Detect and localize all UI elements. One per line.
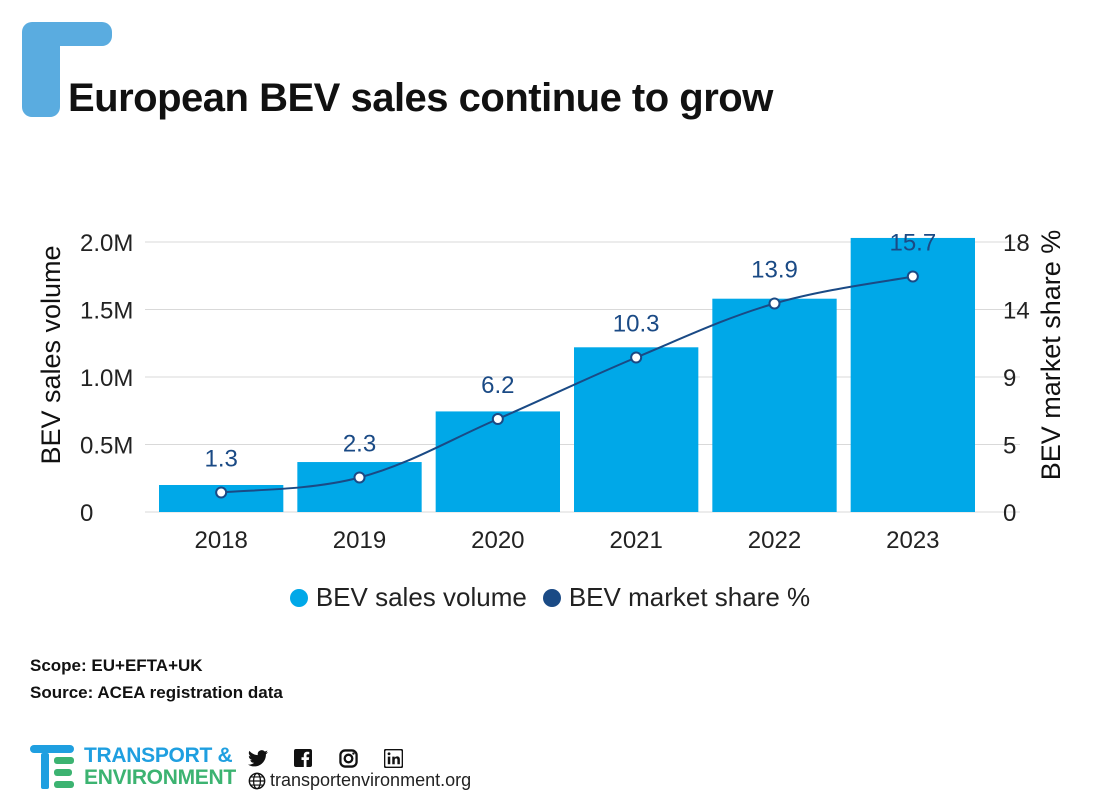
source-note: Source: ACEA registration data	[30, 683, 283, 702]
y-tick-label-left: 0	[80, 500, 93, 527]
y-tick-label-right: 14	[1003, 298, 1030, 325]
market-share-point-2020	[491, 413, 504, 425]
market-share-point-2019	[353, 471, 366, 484]
market-share-data-label: 10.3	[613, 311, 660, 338]
x-tick-label: 2018	[194, 527, 247, 554]
legend-label-sales: BEV sales volume	[315, 582, 527, 612]
linkedin-icon[interactable]	[383, 748, 403, 768]
facebook-icon[interactable]	[293, 748, 313, 768]
market-share-data-label: 2.3	[343, 431, 376, 458]
te-logo-icon	[30, 745, 74, 789]
scope-note: Scope: EU+EFTA+UK	[30, 656, 203, 675]
bar-2019	[297, 462, 422, 512]
brand-name-line1: TRANSPORT &	[84, 744, 233, 767]
social-links	[248, 748, 428, 768]
website-link[interactable]: transportenvironment.org	[248, 770, 471, 791]
legend-label-share: BEV market share %	[568, 582, 811, 612]
brand-name: TRANSPORT & ENVIRONMENT	[84, 745, 236, 789]
website-text: transportenvironment.org	[270, 770, 472, 790]
bar-2020	[435, 411, 560, 512]
x-tick-label: 2019	[333, 527, 386, 554]
legend-swatch-share	[542, 588, 561, 607]
market-share-point-2023	[906, 270, 919, 283]
market-share-data-label: 1.3	[204, 446, 237, 473]
market-share-point-2022	[768, 297, 781, 310]
legend-item-sales[interactable]: BEV sales volume	[289, 582, 527, 613]
y-tick-label-right: 0	[1003, 500, 1016, 527]
y-axis-title-right: BEV market share %	[1036, 230, 1066, 481]
instagram-icon[interactable]	[338, 748, 358, 768]
y-tick-label-right: 5	[1003, 433, 1016, 460]
market-share-data-label: 13.9	[751, 257, 798, 284]
brand-logo-block[interactable]: TRANSPORT & ENVIRONMENT	[30, 745, 236, 789]
market-share-data-label: 6.2	[481, 372, 514, 399]
market-share-line	[221, 275, 914, 494]
bar-2021	[574, 347, 699, 512]
market-share-point-2021	[630, 351, 643, 364]
y-tick-label-left: 2.0M	[80, 230, 133, 257]
chart-legend: BEV sales volume BEV market share %	[0, 582, 1100, 613]
globe-icon	[248, 772, 266, 789]
twitter-icon[interactable]	[248, 748, 268, 768]
x-tick-label: 2021	[609, 527, 662, 554]
legend-swatch-sales	[289, 588, 308, 607]
market-share-data-label: 15.7	[889, 230, 936, 257]
y-axis-title-left: BEV sales volume	[36, 245, 66, 464]
x-tick-label: 2022	[748, 527, 801, 554]
y-tick-label-left: 1.5M	[80, 298, 133, 325]
x-tick-label: 2023	[886, 527, 939, 554]
market-share-point-2018	[215, 486, 228, 499]
chart-title: European BEV sales continue to grow	[68, 76, 773, 120]
brand-corner-mark	[22, 22, 112, 117]
combo-chart: 0 0.5M 1.0M 1.5M 2.0M 0 5 9 14 18 BEV sales volume…	[36, 230, 1066, 555]
brand-name-line2: ENVIRONMENT	[84, 766, 236, 789]
y-tick-label-right: 18	[1003, 230, 1030, 257]
legend-item-share[interactable]: BEV market share %	[542, 582, 811, 613]
chart-notes: Scope: EU+EFTA+UK Source: ACEA registrat…	[30, 652, 283, 706]
x-tick-label: 2020	[471, 527, 524, 554]
y-tick-label-right: 9	[1003, 365, 1016, 392]
y-tick-label-left: 0.5M	[80, 433, 133, 460]
y-tick-label-left: 1.0M	[80, 365, 133, 392]
bar-2022	[712, 298, 837, 512]
